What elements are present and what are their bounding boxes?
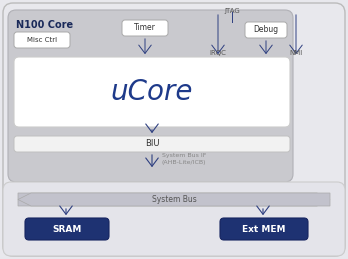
FancyBboxPatch shape [14, 136, 290, 152]
Text: System Bus IF
(AHB-Lite/ICB): System Bus IF (AHB-Lite/ICB) [162, 153, 206, 165]
FancyBboxPatch shape [245, 22, 287, 38]
FancyBboxPatch shape [3, 3, 345, 256]
Text: uCore: uCore [111, 78, 193, 106]
Text: IRQC: IRQC [209, 50, 227, 56]
FancyBboxPatch shape [220, 218, 308, 240]
FancyArrow shape [18, 193, 330, 206]
Text: NMI: NMI [290, 50, 303, 56]
Text: BIU: BIU [145, 140, 159, 148]
Text: JTAG: JTAG [224, 8, 240, 14]
Text: Timer: Timer [134, 24, 156, 32]
Text: Debug: Debug [253, 25, 278, 34]
FancyBboxPatch shape [25, 218, 109, 240]
FancyBboxPatch shape [8, 10, 293, 182]
Text: Misc Ctrl: Misc Ctrl [27, 37, 57, 43]
Text: System Bus: System Bus [152, 195, 196, 204]
Text: Ext MEM: Ext MEM [242, 225, 286, 234]
FancyArrow shape [18, 193, 330, 206]
FancyBboxPatch shape [3, 182, 345, 256]
FancyBboxPatch shape [14, 57, 290, 127]
FancyBboxPatch shape [14, 32, 70, 48]
Text: N100 Core: N100 Core [16, 20, 73, 30]
Text: SRAM: SRAM [52, 225, 82, 234]
FancyBboxPatch shape [122, 20, 168, 36]
